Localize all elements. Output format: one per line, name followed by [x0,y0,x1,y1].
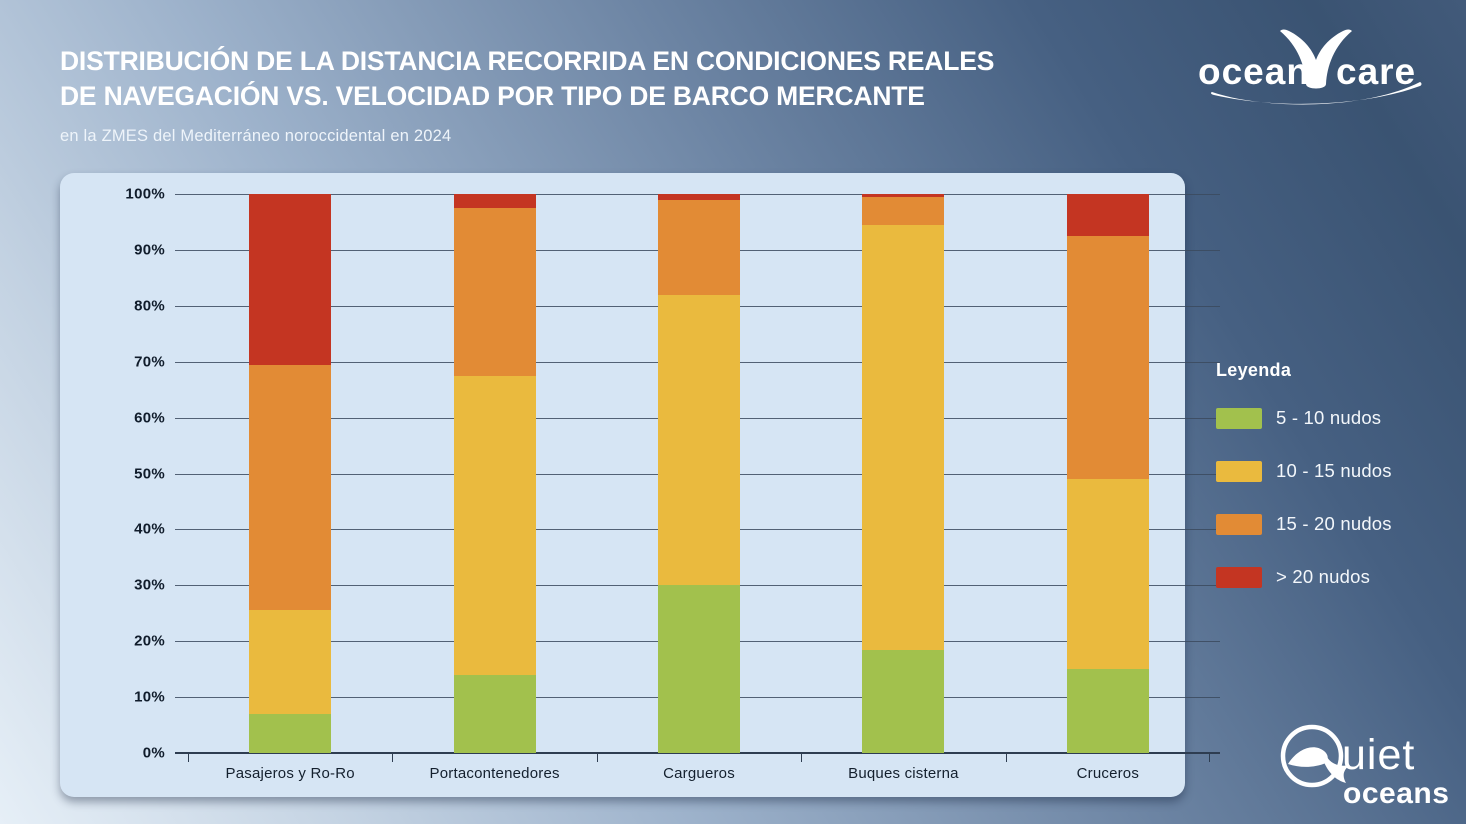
header: DISTRIBUCIÓN DE LA DISTANCIA RECORRIDA E… [60,44,1060,146]
page-title-line2: DE NAVEGACIÓN VS. VELOCIDAD POR TIPO DE … [60,81,925,111]
legend-item: 15 - 20 nudos [1216,513,1446,535]
bar-segment [658,294,741,586]
page-title-line1: DISTRIBUCIÓN DE LA DISTANCIA RECORRIDA E… [60,46,995,76]
y-axis-tick-label: 10% [134,688,165,706]
y-axis-tick-label: 30% [134,576,165,594]
x-axis-tick [801,754,803,762]
x-axis-line [175,752,1220,754]
bar-segment [249,713,332,753]
legend-swatch [1216,566,1262,588]
y-axis-tick-label: 70% [134,353,165,371]
bar-segment [249,610,332,714]
legend-item: > 20 nudos [1216,566,1446,588]
bar-segment [453,375,536,675]
bar-segment [658,585,741,753]
chart-panel: 0% 10% 20% 30% 40% 50% 60% 70% 80% 90% 100% Pasajer… [60,173,1220,797]
page-subtitle: en la ZMES del Mediterráneo noroccidenta… [60,127,452,145]
bar-slot: Cargueros [596,194,801,782]
bar-segment [453,208,536,376]
bar-segment [249,364,332,611]
y-axis-tick-label: 80% [134,297,165,315]
bar-segment [453,194,536,208]
legend-swatch [1216,407,1262,429]
bar-slot: Portacontenedores [392,194,596,782]
x-axis-tick [596,754,598,762]
bar-segment [862,649,945,753]
stacked-bar-5 [1066,194,1149,753]
y-axis-tick-label: 90% [134,241,165,259]
bar-segment [658,194,741,200]
bar-segment [862,224,945,650]
bar-slot: Cruceros [1005,194,1211,782]
page-title: DISTRIBUCIÓN DE LA DISTANCIA RECORRIDA E… [60,44,1060,114]
stacked-bar-2 [453,194,536,753]
oceancare-logo: ocean care [1198,29,1422,105]
y-axis-tick-label: 20% [134,632,165,650]
stacked-bar-1 [249,194,332,753]
whale-in-circle-icon [1280,724,1350,788]
legend-label: 5 - 10 nudos [1276,407,1382,428]
y-axis-tick-label: 50% [134,465,165,482]
bar-segment [1066,479,1149,670]
y-axis-tick-label: 40% [134,520,165,538]
oceancare-word-left: ocean [1198,51,1310,92]
legend-swatch [1216,513,1262,535]
legend-label: 10 - 15 nudos [1276,460,1392,481]
legend-item: 5 - 10 nudos [1216,407,1446,429]
x-axis-tick [1209,754,1211,762]
stacked-bar-4 [862,194,945,753]
quietoceans-word-top: uiet [1342,731,1415,779]
y-axis-tick-label: 60% [134,409,165,427]
legend-label: > 20 nudos [1276,566,1371,587]
x-axis-category-label: Cruceros [1076,765,1140,782]
x-axis-category-label: Portacontenedores [429,765,560,782]
oceancare-word-right: care [1336,51,1416,92]
bar-segment [453,674,536,753]
bars-container: Pasajeros y Ro-Ro Portacontenedores Cargue… [188,194,1211,782]
bar-segment [249,194,332,365]
legend: Leyenda 5 - 10 nudos 10 - 15 nudos 15 - 20… [1216,360,1446,588]
x-axis-category-label: Buques cisterna [848,765,959,782]
x-axis-tick [1005,754,1007,762]
bar-segment [1066,194,1149,236]
quiet-oceans-logo: uiet oceans [1280,724,1449,810]
x-axis-tick [392,754,394,762]
bar-slot: Buques cisterna [801,194,1005,782]
bar-segment [1066,669,1149,753]
plot-area: 0% 10% 20% 30% 40% 50% 60% 70% 80% 90% 100% Pasajer… [125,186,1220,782]
bar-segment [1066,235,1149,480]
x-axis-tick [188,754,189,762]
legend-item: 10 - 15 nudos [1216,460,1446,482]
bar-segment [862,196,945,225]
bar-segment [658,199,741,295]
y-axis-tick-label: 100% [125,185,165,203]
legend-label: 15 - 20 nudos [1276,513,1392,534]
legend-title: Leyenda [1216,360,1292,380]
y-axis-tick-label: 0% [142,744,165,762]
legend-items: 5 - 10 nudos 10 - 15 nudos 15 - 20 nudos > … [1216,407,1446,588]
whale-tail-icon [1210,29,1422,105]
quietoceans-word-bottom: oceans [1343,777,1449,810]
x-axis-category-label: Cargueros [663,765,735,782]
bar-slot: Pasajeros y Ro-Ro [188,194,392,782]
bar-segment [862,194,945,197]
x-axis-category-label: Pasajeros y Ro-Ro [225,765,355,782]
legend-swatch [1216,460,1262,482]
stacked-bar-3 [658,194,741,753]
